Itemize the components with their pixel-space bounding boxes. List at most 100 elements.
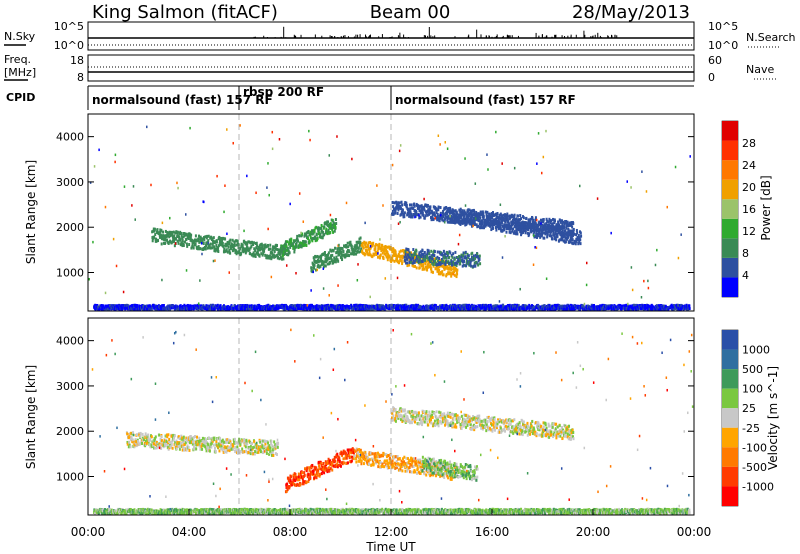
scatter-point [499, 203, 502, 207]
data-point [641, 304, 644, 308]
data-point [420, 259, 423, 263]
data-point [523, 221, 526, 225]
scatter-point [545, 129, 547, 133]
scatter-point [631, 288, 634, 292]
data-point [323, 233, 326, 237]
data-point [449, 272, 452, 276]
data-point [572, 221, 575, 225]
scatter-point [203, 200, 205, 204]
data-point [358, 250, 361, 254]
data-point [407, 207, 410, 211]
scatter-point [689, 155, 691, 158]
data-point [408, 251, 411, 255]
data-point [231, 243, 234, 247]
scatter-point [545, 277, 548, 280]
data-point [323, 251, 326, 255]
data-point [271, 248, 274, 252]
data-point [164, 236, 167, 240]
data-point [255, 241, 258, 245]
data-point [478, 213, 481, 217]
data-point [106, 307, 109, 311]
data-point [678, 308, 681, 312]
data-point [455, 275, 458, 279]
data-point [326, 262, 329, 266]
data-point [324, 253, 327, 257]
data-point [117, 307, 120, 311]
data-point [363, 305, 366, 309]
data-point [451, 218, 454, 222]
data-point [430, 215, 433, 219]
scatter-point [369, 295, 371, 299]
data-point [297, 244, 300, 248]
data-point [526, 227, 529, 231]
data-point [516, 223, 519, 227]
data-point [336, 250, 339, 254]
data-point [452, 220, 455, 224]
data-point [539, 235, 542, 239]
data-point [457, 214, 460, 218]
data-point [570, 238, 573, 242]
data-point [434, 205, 437, 209]
data-point [430, 218, 433, 222]
data-point [224, 305, 227, 309]
data-point [144, 305, 147, 309]
data-point [284, 307, 287, 311]
data-point [464, 255, 467, 259]
data-point [457, 217, 460, 221]
data-point [340, 250, 343, 254]
data-point [534, 225, 537, 229]
data-point [424, 203, 427, 207]
data-point [458, 257, 461, 261]
data-point [442, 273, 445, 277]
data-point [664, 304, 667, 308]
scatter-point [93, 165, 96, 168]
cpid-row: CPID normalsound (fast) 157 RF rbsp 200 … [6, 85, 694, 110]
data-point [422, 263, 425, 267]
data-point [350, 252, 353, 256]
data-point [381, 244, 384, 248]
data-point [309, 307, 312, 311]
data-point [570, 221, 573, 225]
data-point [492, 304, 495, 308]
data-point [257, 306, 260, 310]
scatter-point [122, 290, 125, 294]
data-point [414, 250, 417, 254]
data-point [252, 243, 255, 247]
data-point [334, 258, 337, 262]
data-point [404, 259, 407, 263]
data-point [286, 240, 289, 244]
scatter-point [585, 283, 588, 287]
data-point [564, 240, 567, 244]
data-point [365, 241, 368, 245]
data-point [437, 265, 440, 269]
data-point [521, 220, 524, 224]
data-point [463, 259, 466, 263]
data-point [165, 235, 168, 239]
data-point [562, 307, 565, 311]
data-point [200, 304, 203, 308]
data-point [281, 251, 284, 255]
data-point [324, 264, 327, 268]
data-point [187, 236, 190, 240]
data-point [281, 254, 284, 258]
data-point [465, 256, 468, 260]
data-point [458, 258, 461, 262]
data-point [199, 237, 202, 241]
data-point [235, 243, 238, 247]
data-point [213, 245, 216, 249]
data-point [302, 239, 305, 243]
data-point [300, 307, 303, 311]
data-point [211, 242, 214, 246]
data-point [414, 264, 417, 268]
data-point [545, 225, 548, 229]
data-point [321, 307, 324, 311]
data-point [406, 261, 409, 265]
data-point [436, 255, 439, 259]
data-point [153, 227, 156, 231]
scatter-point [364, 221, 366, 225]
data-point [640, 306, 643, 310]
data-point [289, 243, 292, 247]
data-point [403, 202, 406, 206]
data-point [412, 213, 415, 217]
data-point [439, 206, 442, 210]
